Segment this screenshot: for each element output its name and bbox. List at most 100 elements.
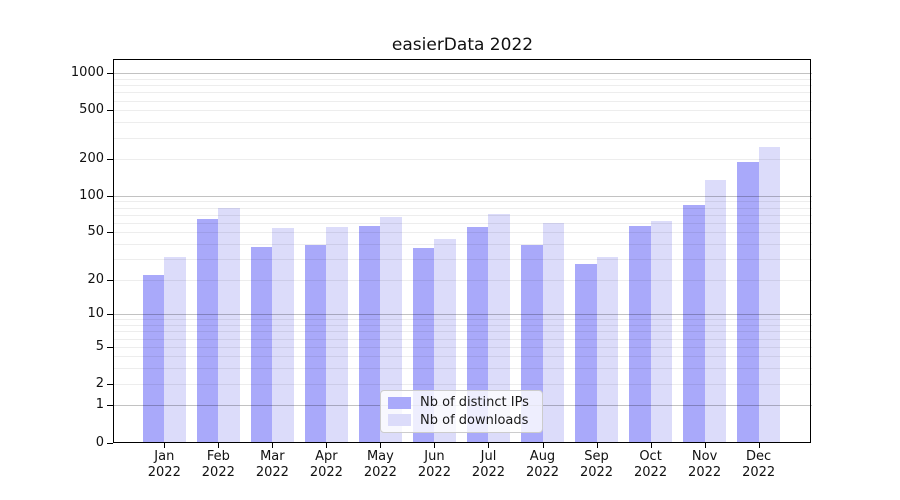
gridline-minor-600: [113, 100, 812, 102]
gridline-minor-6: [113, 338, 812, 340]
chart-title: easierData 2022: [391, 35, 534, 55]
legend-label-downloads: Nb of downloads: [420, 412, 529, 428]
bar-downloads-feb: [218, 207, 240, 443]
bar-distinct-ips-sep: [574, 264, 597, 443]
gridline-minor-500: [113, 110, 812, 112]
legend-row-downloads: Nb of downloads: [388, 413, 535, 428]
x-tick-mark-jun: [434, 443, 436, 448]
y-tick-label-2: 2: [95, 375, 104, 391]
gridline-minor-50: [113, 232, 812, 234]
gridline-minor-700: [113, 92, 812, 94]
bar-distinct-ips-feb: [196, 219, 219, 443]
x-tick-mark-may: [380, 443, 382, 448]
gridline-minor-400: [113, 122, 812, 124]
bar-distinct-ips-dec: [737, 161, 759, 443]
x-tick-label-jun: Jun 2022: [417, 449, 451, 480]
bar-downloads-oct: [650, 221, 673, 443]
y-tick-mark-50: [107, 232, 113, 234]
x-tick-mark-apr: [326, 443, 328, 448]
bar-distinct-ips-jul: [466, 227, 489, 443]
gridline-major-10: [113, 314, 812, 316]
bar-downloads-sep: [596, 257, 619, 443]
x-tick-label-aug: Aug 2022: [525, 449, 560, 480]
y-tick-label-100: 100: [79, 187, 104, 203]
x-tick-mark-feb: [218, 443, 220, 448]
y-tick-mark-1: [107, 405, 113, 407]
y-tick-label-10: 10: [87, 306, 104, 322]
x-tick-mark-dec: [758, 443, 760, 448]
bar-distinct-ips-oct: [628, 226, 651, 443]
x-tick-label-jan: Jan 2022: [147, 449, 181, 480]
bar-downloads-mar: [272, 228, 294, 443]
y-tick-mark-200: [107, 159, 113, 161]
x-tick-label-may: May 2022: [363, 449, 397, 480]
legend-label-distinct-ips: Nb of distinct IPs: [420, 395, 529, 411]
gridline-minor-900: [113, 78, 812, 80]
gridline-minor-2: [113, 383, 812, 385]
gridline-minor-40: [113, 244, 812, 246]
gridline-minor-70: [113, 214, 812, 216]
gridline-minor-200: [113, 159, 812, 161]
bar-downloads-nov: [704, 179, 727, 443]
x-tick-label-nov: Nov 2022: [688, 449, 722, 480]
x-tick-mark-aug: [542, 443, 544, 448]
y-tick-mark-5: [107, 346, 113, 348]
gridline-minor-9: [113, 319, 812, 321]
y-tick-label-1000: 1000: [70, 65, 104, 81]
bar-downloads-may: [380, 217, 402, 443]
gridline-minor-8: [113, 325, 812, 327]
y-tick-mark-10: [107, 314, 113, 316]
gridline-minor-30: [113, 258, 812, 260]
x-tick-mark-jul: [488, 443, 490, 448]
gridline-minor-80: [113, 207, 812, 209]
y-tick-label-50: 50: [87, 224, 104, 240]
y-tick-mark-2: [107, 383, 113, 385]
y-tick-mark-100: [107, 195, 113, 197]
x-tick-mark-oct: [650, 443, 652, 448]
bar-distinct-ips-nov: [683, 205, 705, 443]
bar-distinct-ips-jan: [142, 274, 165, 443]
y-tick-label-1: 1: [95, 397, 104, 413]
y-tick-label-200: 200: [79, 151, 104, 167]
x-tick-label-mar: Mar 2022: [255, 449, 289, 480]
x-tick-label-jul: Jul 2022: [471, 449, 506, 480]
y-tick-label-500: 500: [79, 102, 104, 118]
y-tick-mark-500: [107, 110, 113, 112]
y-tick-mark-1000: [107, 73, 113, 75]
legend-row-distinct-ips: Nb of distinct IPs: [388, 395, 535, 410]
gridline-minor-90: [113, 201, 812, 203]
gridline-minor-7: [113, 331, 812, 333]
legend-swatch-distinct-ips-icon: [388, 396, 411, 409]
bar-downloads-jan: [164, 257, 186, 443]
legend: Nb of distinct IPs Nb of downloads: [380, 390, 543, 433]
bar-distinct-ips-may: [358, 225, 381, 443]
y-tick-label-0: 0: [95, 434, 104, 450]
x-tick-mark-sep: [596, 443, 598, 448]
y-tick-mark-20: [107, 279, 113, 281]
x-tick-label-sep: Sep 2022: [579, 449, 614, 480]
bar-downloads-dec: [758, 147, 781, 443]
x-tick-mark-nov: [704, 443, 706, 448]
gridline-minor-60: [113, 222, 812, 224]
bar-downloads-jul: [488, 213, 511, 443]
x-tick-mark-jan: [164, 443, 166, 448]
bar-distinct-ips-apr: [304, 245, 327, 443]
x-tick-label-oct: Oct 2022: [634, 449, 668, 480]
gridline-minor-3: [113, 368, 812, 370]
gridline-minor-4: [113, 356, 812, 358]
gridline-minor-800: [113, 85, 812, 87]
gridline-minor-20: [113, 279, 812, 281]
gridline-minor-300: [113, 137, 812, 139]
gridline-major-100: [113, 195, 812, 197]
gridline-minor-5: [113, 346, 812, 348]
x-tick-label-apr: Apr 2022: [309, 449, 343, 480]
bar-distinct-ips-mar: [250, 246, 273, 443]
x-tick-label-dec: Dec 2022: [742, 449, 776, 480]
gridline-major-1000: [113, 73, 812, 75]
y-tick-label-5: 5: [95, 338, 104, 354]
bar-downloads-apr: [326, 227, 348, 443]
x-tick-label-feb: Feb 2022: [201, 449, 235, 480]
bar-downloads-aug: [542, 222, 565, 443]
y-tick-mark-0: [107, 442, 113, 444]
x-tick-mark-mar: [272, 443, 274, 448]
